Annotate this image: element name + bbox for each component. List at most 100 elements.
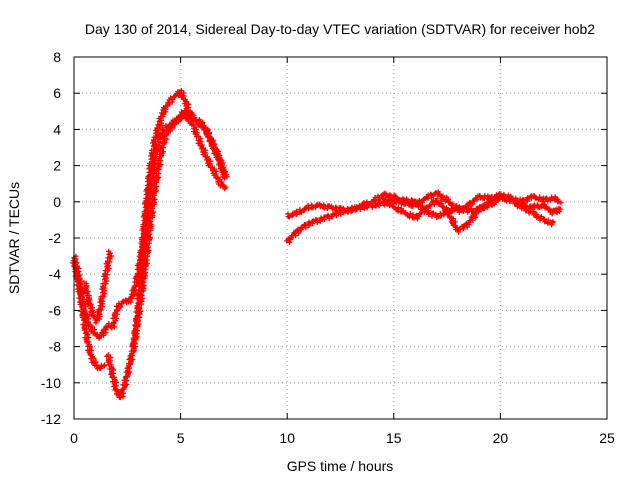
data-point (426, 211, 432, 218)
data-point (125, 372, 131, 378)
data-point (82, 289, 89, 295)
data-point (170, 96, 176, 103)
data-point (336, 207, 342, 214)
data-point (471, 198, 477, 204)
data-point (293, 208, 300, 214)
data-point (317, 201, 323, 207)
data-point (130, 336, 137, 343)
data-point (87, 344, 93, 350)
data-point (121, 384, 128, 391)
data-point (218, 162, 224, 168)
data-point (139, 235, 145, 241)
data-point (380, 195, 387, 202)
data-point (148, 201, 154, 207)
data-point (402, 210, 408, 216)
data-point (79, 314, 85, 320)
y-tick-label: 8 (53, 49, 61, 65)
data-point (107, 366, 113, 372)
data-point (77, 292, 83, 298)
data-point (144, 236, 150, 242)
data-point (149, 147, 155, 153)
data-point (139, 244, 145, 250)
data-point (417, 211, 423, 217)
data-point (309, 202, 315, 208)
data-point (356, 204, 362, 211)
data-point (198, 146, 205, 152)
series-arc9 (380, 193, 556, 235)
data-point (139, 275, 145, 281)
data-point (436, 191, 442, 197)
data-point (504, 194, 511, 200)
data-point (119, 387, 125, 393)
data-point (149, 222, 155, 228)
data-point (86, 301, 92, 307)
data-point (106, 320, 112, 327)
y-tick-label: 2 (53, 158, 61, 174)
x-tick-label: 5 (177, 430, 185, 446)
y-tick-label: 6 (53, 85, 61, 101)
series-arc8 (285, 189, 564, 220)
data-point (124, 378, 130, 384)
data-point (480, 203, 486, 209)
data-point (147, 214, 153, 220)
data-point (176, 89, 183, 95)
y-axis-label: SDTVAR / TECUs (6, 182, 22, 294)
data-point (439, 194, 445, 200)
data-point (538, 215, 544, 222)
data-point (349, 205, 355, 211)
data-point (192, 115, 198, 121)
data-point (153, 177, 160, 184)
data-point (81, 327, 88, 333)
data-point (150, 209, 157, 215)
data-point (83, 337, 89, 343)
x-tick-label: 10 (279, 430, 295, 446)
data-point (441, 212, 447, 218)
data-point (143, 202, 150, 209)
data-point (103, 275, 109, 281)
data-point (100, 281, 106, 287)
series-arc6 (129, 107, 230, 350)
data-point (151, 180, 157, 186)
data-point (105, 262, 112, 269)
data-point (104, 353, 110, 359)
data-point (111, 319, 117, 325)
data-point (446, 199, 452, 205)
data-point (224, 172, 230, 178)
data-point (521, 197, 527, 203)
data-point (86, 349, 92, 355)
data-point (102, 268, 108, 274)
data-point (210, 142, 216, 148)
data-point (455, 206, 462, 212)
data-point (133, 331, 139, 337)
x-tick-label: 25 (599, 430, 615, 446)
data-point (437, 198, 444, 204)
tick-labels: 0 5 10 15 20 25 -12 -10 -8 -6 -4 -2 0 2 4 6 8 (41, 49, 615, 446)
data-point (141, 262, 147, 268)
y-tick-label: -10 (41, 375, 61, 391)
data-point (90, 313, 96, 319)
data-point (386, 192, 393, 198)
data-point (450, 216, 456, 222)
y-tick-label: -8 (49, 339, 62, 355)
data-point (145, 190, 151, 196)
data-point (545, 206, 551, 212)
data-point (93, 320, 99, 326)
data-point (348, 208, 354, 215)
data-point (518, 204, 524, 210)
data-point (324, 205, 330, 212)
data-point (182, 107, 188, 114)
data-point (202, 153, 208, 159)
data-point (112, 310, 118, 316)
data-point (89, 310, 95, 316)
data-point (126, 297, 132, 304)
data-point (442, 198, 449, 204)
data-point (389, 201, 395, 207)
data-point (193, 130, 199, 136)
y-tick-label: 0 (53, 194, 61, 210)
data-point (188, 114, 194, 120)
x-tick-label: 20 (493, 430, 509, 446)
data-point (298, 224, 304, 230)
data-point (72, 256, 78, 262)
data-point (189, 121, 195, 128)
